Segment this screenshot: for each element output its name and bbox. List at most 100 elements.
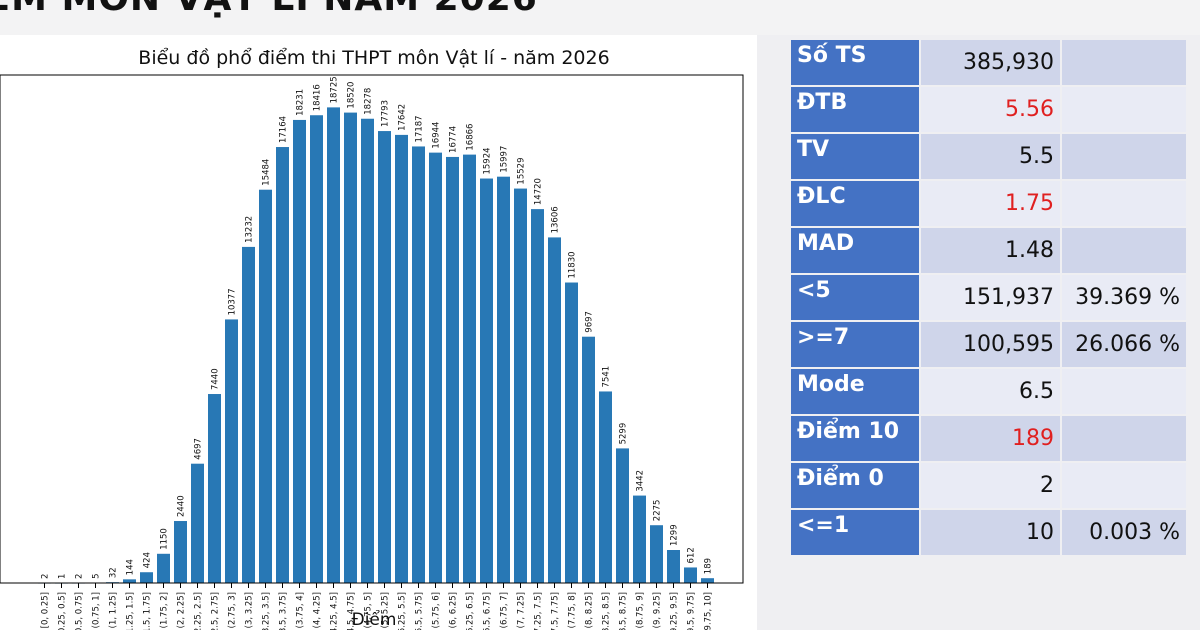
bar [412, 146, 425, 583]
stat-percent [1062, 87, 1186, 132]
bar [531, 209, 544, 583]
x-tick-label: (5.5, 5.75] [415, 592, 425, 630]
stat-percent [1062, 40, 1186, 85]
stat-percent [1062, 228, 1186, 273]
bar-value-label: 2 [75, 574, 85, 579]
x-tick-label: (8.5, 8.75] [619, 592, 629, 630]
stat-value: 1.48 [921, 228, 1060, 273]
bar-value-label: 9697 [585, 311, 595, 333]
bar-value-label: 32 [109, 567, 119, 578]
bar [446, 156, 459, 583]
stat-label: <=1 [791, 510, 919, 555]
stat-value: 10 [921, 510, 1060, 555]
bar [174, 521, 187, 583]
bar [378, 131, 391, 583]
stats-row: Mode 6.5 [791, 369, 1186, 414]
bar [225, 319, 238, 583]
stat-label: Mode [791, 369, 919, 414]
x-tick-label: (0.5, 0.75] [75, 592, 85, 630]
bar-value-label: 7541 [602, 366, 612, 388]
x-tick-label: (6.5, 6.75] [483, 592, 493, 630]
x-tick-label: (6.75, 7] [500, 592, 510, 628]
stats-row: MAD 1.48 [791, 228, 1186, 273]
bar [480, 178, 493, 583]
x-tick-label: (4.75, 5] [364, 592, 374, 628]
bar-value-label: 4697 [194, 438, 204, 460]
stat-value: 100,595 [921, 322, 1060, 367]
stat-percent: 39.369 % [1062, 275, 1186, 320]
bar-value-label: 17793 [381, 100, 391, 127]
x-tick-label: (7.5, 7.75] [551, 592, 561, 630]
bar-value-label: 5 [92, 573, 102, 578]
bar-value-label: 1150 [160, 528, 170, 550]
bar-value-label: 11830 [568, 251, 578, 278]
bar-value-label: 18278 [364, 88, 374, 115]
stat-value: 6.5 [921, 369, 1060, 414]
x-tick-label: (5.75, 6] [432, 592, 442, 628]
bar-value-label: 13606 [551, 206, 561, 233]
stat-label: TV [791, 134, 919, 179]
bar-value-label: 18520 [347, 82, 357, 109]
bar [565, 282, 578, 583]
bar [361, 118, 374, 583]
stats-row: Điểm 10 189 [791, 416, 1186, 461]
bar-value-label: 1 [58, 574, 68, 579]
bar-value-label: 18416 [313, 84, 323, 111]
x-tick-label: (2.5, 2.75] [211, 592, 221, 630]
bar-value-label: 144 [126, 559, 136, 575]
x-axis: [0, 0.25] (0.25, 0.5] (0.5, 0.75] (0.75, 1]… [41, 583, 714, 630]
x-tick-label: (0.25, 0.5] [58, 592, 68, 630]
bar [701, 578, 714, 583]
bar-value-label: 13232 [245, 216, 255, 243]
stats-row: ĐTB 5.56 [791, 87, 1186, 132]
x-tick-label: (5, 5.25] [381, 592, 391, 628]
stats-row: <5 151,937 39.369 % [791, 275, 1186, 320]
bar [514, 188, 527, 583]
stat-label: ĐTB [791, 87, 919, 132]
x-tick-label: (6, 6.25] [449, 592, 459, 628]
stat-label: MAD [791, 228, 919, 273]
x-tick-label: (8.75, 9] [636, 592, 646, 628]
x-tick-label: (2.75, 3] [228, 592, 238, 628]
stat-value: 151,937 [921, 275, 1060, 320]
bar-value-label: 18231 [296, 89, 306, 116]
bar-value-label: 15924 [483, 147, 493, 174]
bar [599, 391, 612, 583]
bar-value-label: 18725 [330, 76, 340, 103]
x-tick-label: (8, 8.25] [585, 592, 595, 628]
x-tick-label: (3.5, 3.75] [279, 592, 289, 630]
bar [327, 107, 340, 583]
x-tick-label: (7.25, 7.5] [534, 592, 544, 630]
bar-value-label: 612 [687, 547, 697, 563]
plot-frame [0, 74, 744, 584]
stat-value: 1.75 [921, 181, 1060, 226]
stat-percent [1062, 416, 1186, 461]
x-tick-label: [0, 0.25] [41, 592, 51, 628]
x-tick-label: (7.75, 8] [568, 592, 578, 628]
bar [463, 154, 476, 583]
x-tick-label: (1.5, 1.75] [143, 592, 153, 630]
bar-value-label: 2275 [653, 500, 663, 522]
x-tick-label: (9.75, 10] [704, 592, 714, 630]
bar [242, 246, 255, 583]
bar-value-label: 15997 [500, 146, 510, 173]
bar-value-label: 7440 [211, 368, 221, 390]
bar-value-label: 16774 [449, 126, 459, 153]
x-tick-label: (1, 1.25] [109, 592, 119, 628]
bar [395, 134, 408, 583]
stat-label: Số TS [791, 40, 919, 85]
stat-value: 189 [921, 416, 1060, 461]
stats-table: Số TS 385,930 ĐTB 5.56 TV 5.5 ĐLC 1.75 MAD 1.48 <5… [789, 38, 1188, 557]
bar-value-label: 15529 [517, 158, 527, 185]
bars-group [38, 107, 714, 584]
stat-label: Điểm 10 [791, 416, 919, 461]
bar-value-label: 10377 [228, 288, 238, 315]
bar [667, 550, 680, 583]
bar-value-label: 3442 [636, 470, 646, 492]
x-tick-label: (0.75, 1] [92, 592, 102, 628]
bar [293, 119, 306, 583]
bar [123, 579, 136, 583]
chart-title: Biểu đồ phổ điểm thi THPT môn Vật lí - n… [138, 47, 609, 69]
bar [276, 147, 289, 583]
